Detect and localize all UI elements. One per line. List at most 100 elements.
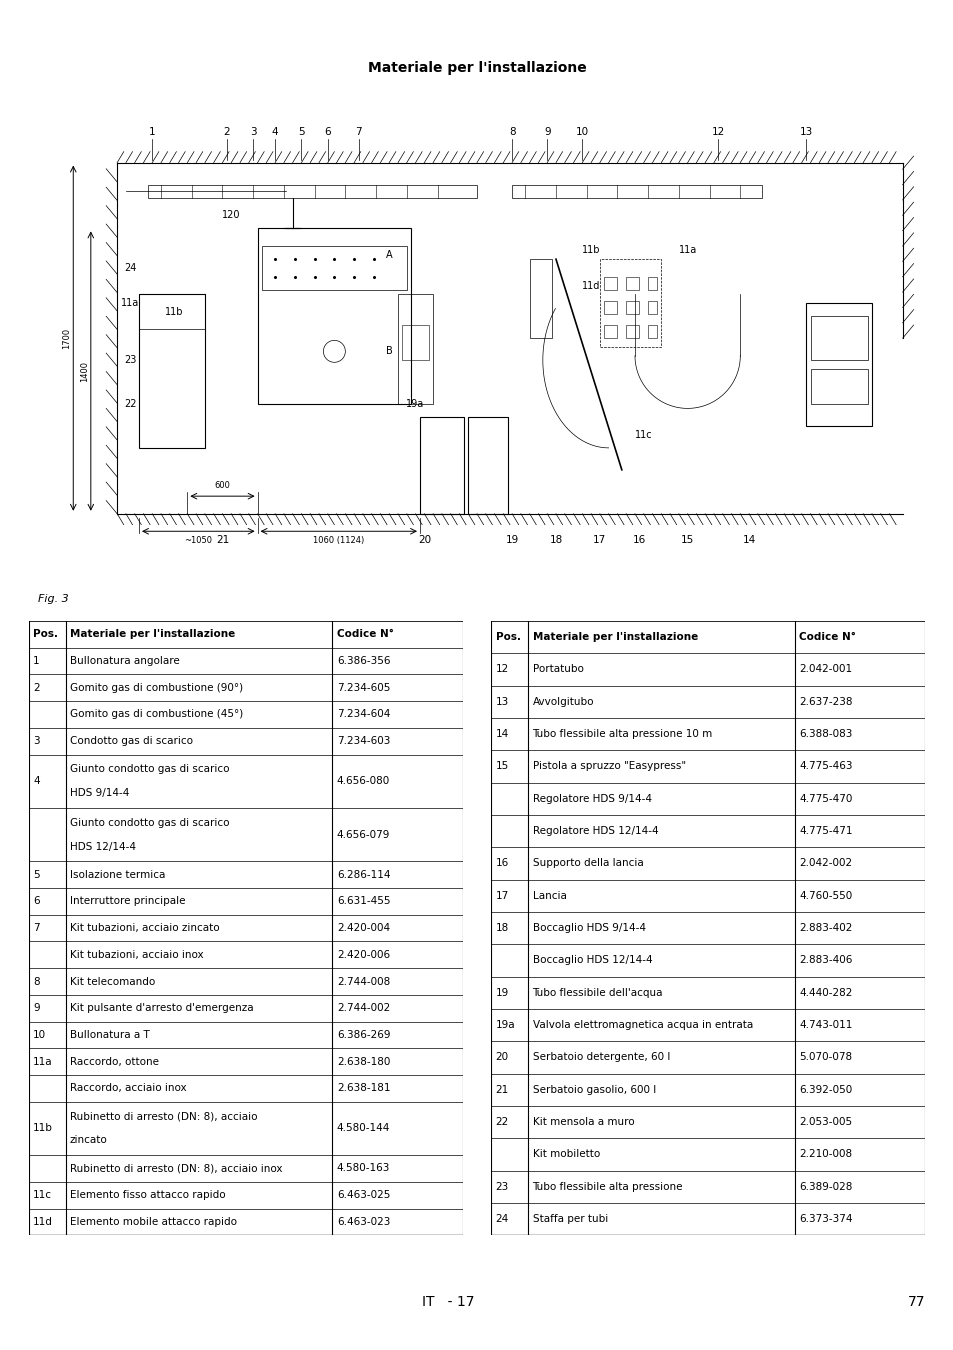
- Text: 14: 14: [741, 535, 755, 545]
- Text: 4: 4: [272, 127, 278, 136]
- Text: 18: 18: [496, 923, 508, 933]
- Text: 8: 8: [508, 127, 515, 136]
- Text: 14: 14: [496, 729, 508, 740]
- Text: 11c: 11c: [33, 1191, 51, 1200]
- Text: Elemento mobile attacco rapido: Elemento mobile attacco rapido: [70, 1216, 236, 1227]
- Text: Pistola a spruzzo "Easypress": Pistola a spruzzo "Easypress": [532, 761, 685, 771]
- Text: 6.463-023: 6.463-023: [336, 1216, 390, 1227]
- Text: HDS 12/14-4: HDS 12/14-4: [70, 841, 135, 852]
- Text: 6.463-025: 6.463-025: [336, 1191, 390, 1200]
- Text: 13: 13: [799, 127, 812, 136]
- Text: 6: 6: [33, 896, 39, 906]
- Text: 1060 (1124): 1060 (1124): [313, 536, 364, 544]
- Text: 19: 19: [496, 988, 508, 998]
- Text: 7.234-605: 7.234-605: [336, 683, 390, 693]
- Text: 6.286-114: 6.286-114: [336, 869, 390, 880]
- Text: 11b: 11b: [33, 1123, 52, 1134]
- Bar: [262, 246, 406, 290]
- Text: 20: 20: [417, 535, 431, 545]
- Text: Gomito gas di combustione (90°): Gomito gas di combustione (90°): [70, 683, 243, 693]
- Text: Kit tubazioni, acciaio inox: Kit tubazioni, acciaio inox: [70, 950, 203, 960]
- Text: Isolazione termica: Isolazione termica: [70, 869, 165, 880]
- Text: 5.070-078: 5.070-078: [799, 1053, 852, 1062]
- Text: 20: 20: [496, 1053, 508, 1062]
- Text: 4.775-470: 4.775-470: [799, 794, 852, 803]
- Text: 19a: 19a: [496, 1021, 515, 1030]
- Text: Staffa per tubi: Staffa per tubi: [532, 1214, 607, 1224]
- Text: 6: 6: [324, 127, 331, 136]
- Text: 7: 7: [33, 923, 39, 933]
- Bar: [419, 417, 463, 514]
- Text: zincato: zincato: [70, 1135, 108, 1145]
- Text: 4.440-282: 4.440-282: [799, 988, 852, 998]
- Text: Serbatoio gasolio, 600 l: Serbatoio gasolio, 600 l: [532, 1085, 655, 1095]
- Text: Kit mensola a muro: Kit mensola a muro: [532, 1116, 634, 1127]
- Bar: [491, 621, 924, 653]
- Text: Materiale per l'installazione: Materiale per l'installazione: [70, 629, 234, 640]
- Text: Rubinetto di arresto (DN: 8), acciaio: Rubinetto di arresto (DN: 8), acciaio: [70, 1111, 257, 1122]
- Text: 24: 24: [496, 1214, 508, 1224]
- Text: Kit pulsante d'arresto d'emergenza: Kit pulsante d'arresto d'emergenza: [70, 1003, 253, 1014]
- Text: 2.042-002: 2.042-002: [799, 859, 852, 868]
- Text: HDS 9/14-4: HDS 9/14-4: [70, 788, 129, 798]
- Text: 1: 1: [149, 127, 155, 136]
- Text: 2.210-008: 2.210-008: [799, 1149, 852, 1160]
- Text: 5: 5: [298, 127, 304, 136]
- Bar: [29, 621, 462, 648]
- Text: Boccaglio HDS 9/14-4: Boccaglio HDS 9/14-4: [532, 923, 645, 933]
- Text: 5: 5: [33, 869, 39, 880]
- Text: 600: 600: [214, 481, 231, 490]
- Text: 2.637-238: 2.637-238: [799, 697, 852, 707]
- Text: Portatubo: Portatubo: [532, 664, 583, 675]
- Text: Pos.: Pos.: [33, 629, 58, 640]
- Bar: [603, 301, 617, 315]
- Text: Tubo flessibile alta pressione 10 m: Tubo flessibile alta pressione 10 m: [532, 729, 712, 740]
- Bar: [603, 325, 617, 339]
- Text: 2.883-406: 2.883-406: [799, 956, 852, 965]
- Text: 15: 15: [680, 535, 694, 545]
- Bar: [647, 277, 657, 290]
- Text: Gomito gas di combustione (45°): Gomito gas di combustione (45°): [70, 710, 243, 720]
- Text: 21: 21: [215, 535, 229, 545]
- Bar: [603, 277, 617, 290]
- Text: Raccordo, acciaio inox: Raccordo, acciaio inox: [70, 1083, 186, 1094]
- Bar: [512, 185, 761, 197]
- Text: 2: 2: [33, 683, 39, 693]
- Text: Tubo flessibile alta pressione: Tubo flessibile alta pressione: [532, 1181, 682, 1192]
- Bar: [625, 325, 639, 339]
- Text: 19a: 19a: [406, 400, 424, 409]
- Text: 3: 3: [250, 127, 256, 136]
- Text: B: B: [385, 347, 393, 356]
- Bar: [810, 316, 866, 360]
- Text: Interruttore principale: Interruttore principale: [70, 896, 185, 906]
- Text: 10: 10: [576, 127, 588, 136]
- Text: Condotto gas di scarico: Condotto gas di scarico: [70, 736, 193, 747]
- Text: 21: 21: [496, 1085, 508, 1095]
- Text: 2.420-006: 2.420-006: [336, 950, 390, 960]
- Text: 4: 4: [33, 776, 39, 786]
- Text: 7.234-604: 7.234-604: [336, 710, 390, 720]
- Text: Serbatoio detergente, 60 l: Serbatoio detergente, 60 l: [532, 1053, 669, 1062]
- Text: 120: 120: [222, 211, 240, 220]
- Text: 15: 15: [496, 761, 508, 771]
- Text: Bullonatura a T: Bullonatura a T: [70, 1030, 150, 1040]
- Text: 9: 9: [543, 127, 550, 136]
- Text: 17: 17: [496, 891, 508, 900]
- Bar: [468, 417, 507, 514]
- Text: 77: 77: [907, 1295, 924, 1308]
- Text: A: A: [386, 250, 392, 259]
- Text: Bullonatura angolare: Bullonatura angolare: [70, 656, 179, 666]
- Text: 1: 1: [33, 656, 39, 666]
- Text: Materiale per l'installazione: Materiale per l'installazione: [532, 632, 697, 643]
- Bar: [647, 325, 657, 339]
- Text: 6.392-050: 6.392-050: [799, 1085, 852, 1095]
- Text: 4.760-550: 4.760-550: [799, 891, 852, 900]
- Text: Avvolgitubo: Avvolgitubo: [532, 697, 594, 707]
- Text: 2.744-002: 2.744-002: [336, 1003, 390, 1014]
- Text: Kit tubazioni, acciaio zincato: Kit tubazioni, acciaio zincato: [70, 923, 219, 933]
- Text: 4.775-463: 4.775-463: [799, 761, 852, 771]
- Text: 11b: 11b: [165, 306, 183, 317]
- Text: 12: 12: [496, 664, 508, 675]
- Text: Supporto della lancia: Supporto della lancia: [532, 859, 642, 868]
- Text: 4.656-079: 4.656-079: [336, 830, 390, 840]
